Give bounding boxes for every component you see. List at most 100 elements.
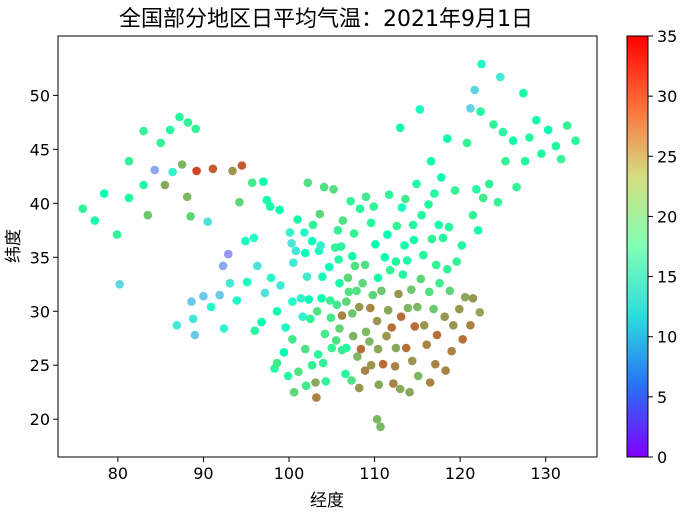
data-point [472, 185, 481, 194]
data-point [458, 335, 468, 344]
data-point [325, 296, 335, 305]
data-point [470, 85, 480, 95]
data-point [372, 316, 382, 326]
data-point [316, 241, 326, 250]
data-point [361, 327, 371, 337]
data-point [391, 343, 401, 353]
data-point [160, 180, 170, 190]
colorbar-tick-label: 20 [657, 207, 677, 226]
data-point [398, 270, 408, 279]
data-point [335, 278, 344, 288]
data-point [301, 248, 310, 258]
colorbar-tick-label: 25 [657, 147, 677, 166]
data-point [425, 378, 435, 387]
data-point [301, 381, 311, 391]
x-tick-label: 120 [445, 464, 476, 483]
data-point [156, 138, 165, 148]
data-point [321, 377, 331, 386]
y-axis-label: 纬度 [4, 229, 24, 263]
data-point [320, 329, 330, 339]
data-point [403, 303, 413, 313]
data-point [431, 359, 440, 369]
colorbar-tick-label: 30 [657, 87, 677, 106]
data-point [313, 350, 323, 359]
data-point [347, 376, 356, 385]
data-point [300, 228, 309, 237]
data-point [276, 281, 285, 290]
data-point [373, 344, 383, 354]
data-point [473, 226, 483, 235]
colorbar [626, 35, 649, 458]
data-point [438, 233, 448, 243]
data-point [237, 161, 247, 170]
data-point [354, 383, 364, 393]
data-point [308, 220, 318, 230]
colorbar-tick-label: 10 [657, 328, 677, 347]
data-point [343, 273, 353, 283]
colorbar-tick-label: 5 [657, 388, 667, 407]
data-point [266, 273, 276, 283]
data-point [250, 326, 260, 336]
data-point [498, 127, 508, 137]
data-point [289, 258, 298, 268]
x-tick-label: 110 [359, 464, 390, 483]
y-tick-label: 30 [30, 302, 50, 321]
data-point [350, 261, 360, 271]
data-point [571, 136, 580, 145]
data-point [366, 303, 375, 313]
data-point [543, 125, 553, 135]
data-point [424, 200, 433, 209]
data-point [346, 196, 355, 206]
data-point [150, 165, 159, 175]
data-point [349, 229, 359, 238]
data-point [168, 167, 177, 177]
data-point [520, 156, 530, 166]
data-point [143, 210, 153, 220]
data-point [361, 192, 371, 202]
data-point [191, 124, 200, 134]
data-point [360, 260, 370, 270]
data-point [407, 356, 417, 366]
data-point [336, 242, 346, 251]
data-point [291, 246, 301, 256]
data-point [366, 360, 376, 370]
data-point [331, 336, 341, 345]
data-point [417, 210, 426, 220]
data-point [283, 371, 293, 381]
data-point [281, 323, 290, 332]
data-point [402, 256, 412, 265]
data-point [360, 366, 370, 375]
data-point [296, 294, 306, 303]
data-point [408, 220, 418, 230]
data-point [338, 216, 348, 225]
data-point [324, 262, 334, 272]
data-point [401, 194, 410, 204]
x-tick-label: 90 [193, 464, 213, 483]
data-point [455, 304, 464, 314]
data-point [435, 278, 444, 288]
data-point [372, 414, 382, 424]
data-point [90, 216, 100, 225]
data-point [252, 261, 262, 271]
data-point [532, 115, 541, 125]
data-point [501, 156, 510, 166]
data-point [304, 295, 314, 304]
data-point [188, 314, 198, 324]
data-point [394, 289, 403, 299]
data-point [383, 305, 393, 315]
data-point [208, 164, 218, 174]
data-point [242, 277, 252, 287]
data-point [385, 265, 395, 275]
data-point [235, 197, 244, 207]
data-point [337, 311, 347, 320]
data-point [288, 297, 297, 306]
data-point [489, 120, 498, 129]
data-point [425, 287, 434, 297]
data-point [241, 236, 250, 246]
data-point [373, 273, 383, 283]
data-point [112, 230, 122, 239]
data-point [287, 239, 296, 248]
data-point [312, 393, 321, 402]
data-point [444, 222, 454, 232]
x-axis-ticks: 80 90 100 110 120 130 [108, 457, 561, 483]
